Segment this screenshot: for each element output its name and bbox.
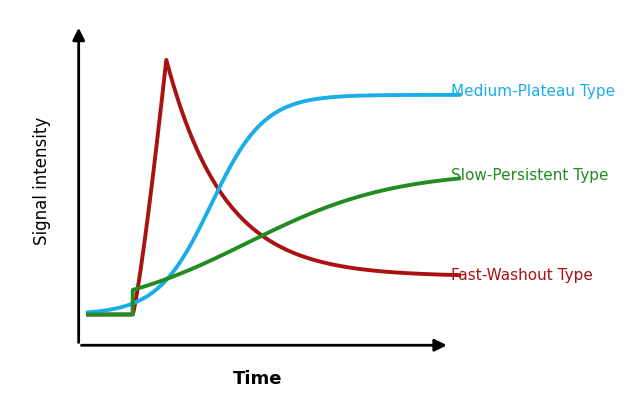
Text: Slow-Persistent Type: Slow-Persistent Type — [451, 168, 609, 183]
Text: Time: Time — [232, 370, 282, 388]
Text: Signal intensity: Signal intensity — [33, 117, 51, 245]
Text: Fast-Washout Type: Fast-Washout Type — [451, 268, 593, 282]
Text: Medium-Plateau Type: Medium-Plateau Type — [451, 84, 616, 99]
